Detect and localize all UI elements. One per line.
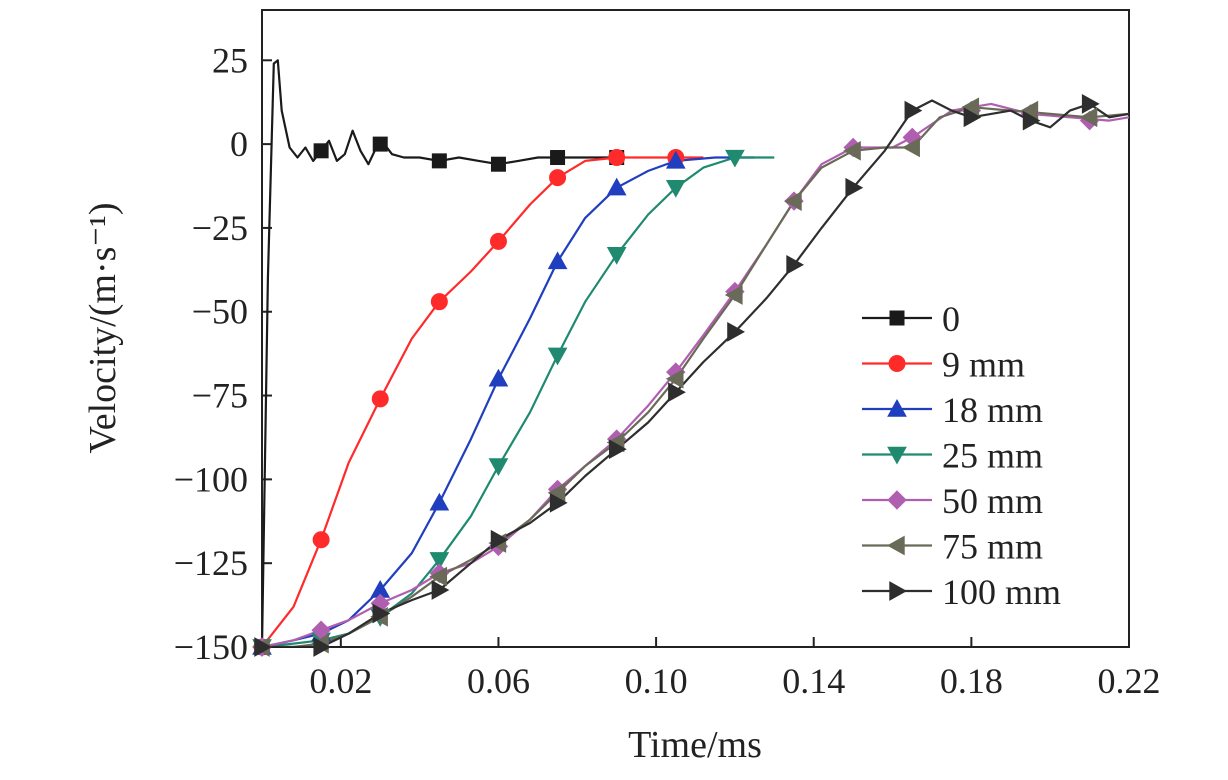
data-point xyxy=(665,150,686,169)
x-tick-label: 0.14 xyxy=(782,661,845,701)
data-point xyxy=(727,322,745,342)
legend-marker xyxy=(888,355,906,372)
data-point xyxy=(665,179,686,198)
series-line xyxy=(262,99,1129,647)
x-tick-label: 0.06 xyxy=(467,661,530,701)
data-point xyxy=(547,251,568,270)
data-point xyxy=(786,254,805,275)
y-tick-label: −150 xyxy=(174,627,248,667)
legend-marker xyxy=(886,535,905,556)
data-point xyxy=(488,458,509,476)
data-point xyxy=(1022,110,1041,131)
y-tick-label: 25 xyxy=(212,40,248,80)
data-point xyxy=(313,143,329,159)
data-point xyxy=(904,100,923,121)
data-point xyxy=(490,529,509,550)
data-point xyxy=(372,603,391,624)
data-point xyxy=(843,140,861,161)
y-tick-label: −75 xyxy=(192,376,248,416)
x-axis: 0.02 0.06 0.10 0.14 0.18 0.22 xyxy=(309,637,1161,701)
legend-label: 18 mm xyxy=(942,390,1043,430)
data-point xyxy=(313,637,332,657)
x-tick-label: 0.22 xyxy=(1098,661,1161,701)
data-point xyxy=(902,137,920,158)
legend-marker xyxy=(887,446,907,465)
data-point xyxy=(724,285,743,305)
y-tick-label: −50 xyxy=(192,292,248,332)
data-point xyxy=(668,382,686,403)
x-tick-label: 0.02 xyxy=(309,661,372,701)
data-point xyxy=(490,156,506,172)
data-point xyxy=(845,177,864,198)
series-line xyxy=(262,156,775,647)
y-tick-label: 0 xyxy=(230,124,248,164)
data-point xyxy=(606,177,627,196)
data-point xyxy=(1081,94,1100,114)
y-tick-label: −25 xyxy=(192,208,248,248)
x-axis-title: Time/ms xyxy=(628,724,762,766)
legend-label: 75 mm xyxy=(942,527,1043,567)
data-point xyxy=(549,492,568,513)
data-point xyxy=(429,566,448,587)
legend-label: 100 mm xyxy=(942,572,1061,612)
legend-label: 0 xyxy=(942,299,960,339)
data-point xyxy=(372,136,388,152)
data-point xyxy=(430,293,448,311)
series-line xyxy=(262,59,617,647)
legend-label: 25 mm xyxy=(942,436,1043,476)
data-point xyxy=(550,150,566,166)
y-tick-label: −125 xyxy=(174,543,248,583)
data-point xyxy=(488,368,509,387)
x-tick-label: 0.18 xyxy=(940,661,1003,701)
data-point xyxy=(1079,107,1098,128)
data-point xyxy=(489,232,507,250)
data-point xyxy=(254,637,273,657)
y-axis-title: Velocity/(m·s⁻¹) xyxy=(82,203,124,454)
data-point xyxy=(549,169,567,187)
legend-marker xyxy=(887,490,907,510)
y-tick-label: −100 xyxy=(174,459,248,499)
data-point xyxy=(725,149,745,168)
plot-frame xyxy=(261,9,1130,648)
data-point xyxy=(429,552,450,570)
data-point xyxy=(665,368,684,389)
markers-group xyxy=(251,94,1100,658)
data-point xyxy=(963,107,982,128)
x-tick-label: 0.10 xyxy=(625,661,688,701)
data-point xyxy=(431,580,450,600)
data-point xyxy=(371,390,389,408)
y-axis: 25 0 −25 −50 −75 −100 −125 −150 xyxy=(174,40,272,667)
data-point xyxy=(429,492,450,511)
data-point xyxy=(606,247,627,265)
legend-marker xyxy=(889,581,908,601)
data-point xyxy=(608,149,626,167)
legend: 0 9 mm 18 mm 25 mm 50 mm 75 mm 100 mm xyxy=(862,299,1061,612)
data-point xyxy=(608,439,627,460)
legend-label: 9 mm xyxy=(942,345,1025,385)
legend-label: 50 mm xyxy=(942,481,1043,521)
data-point xyxy=(783,191,802,211)
data-point xyxy=(312,531,330,549)
data-point xyxy=(547,347,568,366)
data-point xyxy=(431,153,447,169)
legend-marker xyxy=(887,398,907,417)
legend-marker xyxy=(889,310,905,326)
series-line xyxy=(262,156,704,647)
